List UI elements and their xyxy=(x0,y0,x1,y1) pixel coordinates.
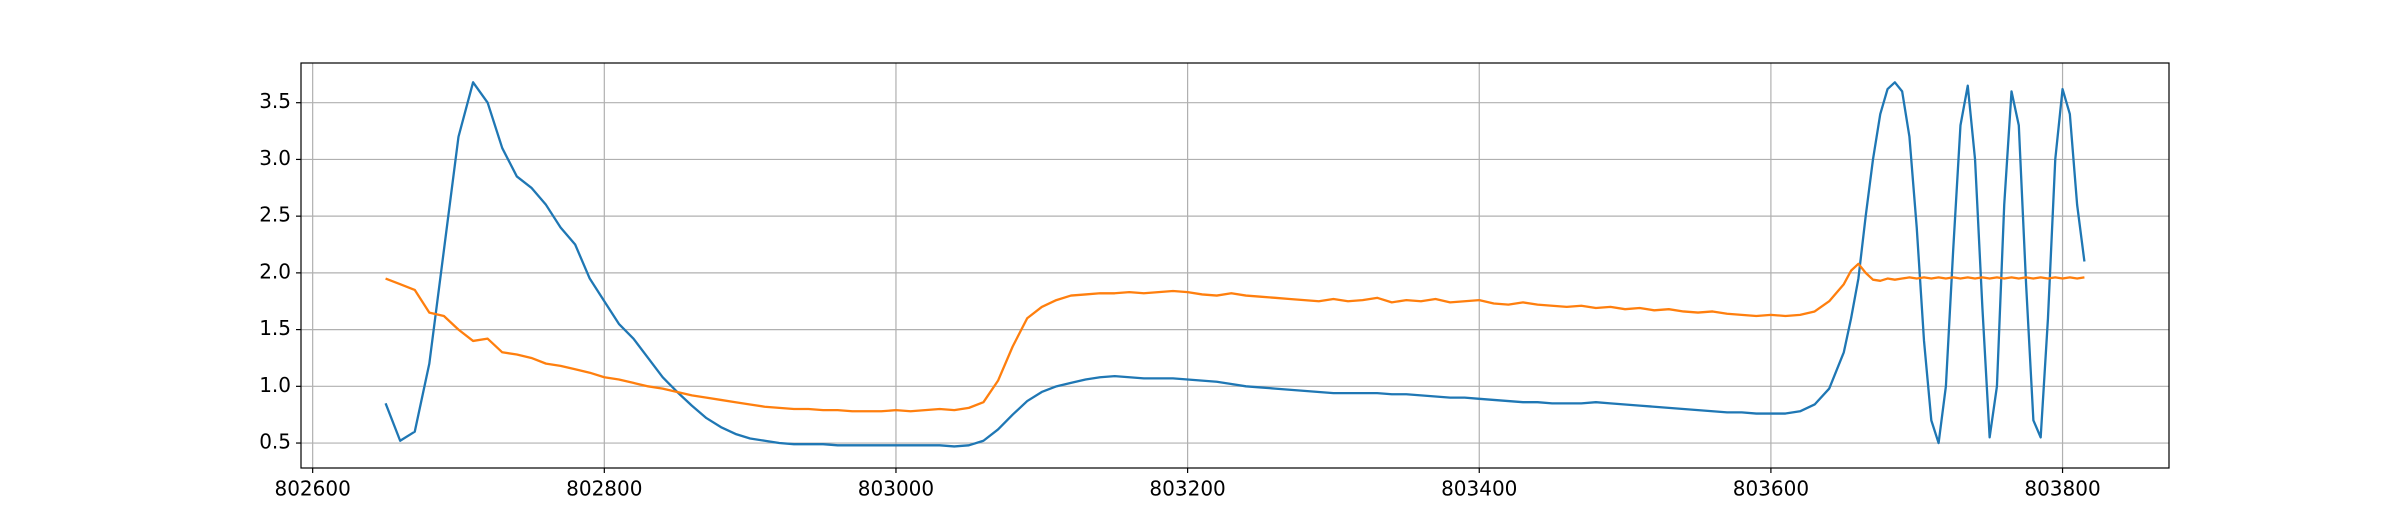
line-series xyxy=(384,81,2086,448)
x-tick-label: 803000 xyxy=(858,477,934,501)
x-tick-label: 803800 xyxy=(2024,477,2100,501)
x-tick-label: 803400 xyxy=(1441,477,1517,501)
x-tick-label: 802800 xyxy=(566,477,642,501)
plot-frame xyxy=(300,62,2170,469)
y-tick-label: 2.0 xyxy=(259,259,291,283)
x-tick-label: 803200 xyxy=(1149,477,1225,501)
y-tick-label: 3.5 xyxy=(259,89,291,113)
x-tick-label: 803600 xyxy=(1733,477,1809,501)
y-tick-label: 2.5 xyxy=(259,203,291,227)
y-tick-label: 0.5 xyxy=(259,430,291,454)
x-tick-label: 802600 xyxy=(274,477,350,501)
y-tick-label: 1.0 xyxy=(259,373,291,397)
y-tick-label: 3.0 xyxy=(259,146,291,170)
y-tick-label: 1.5 xyxy=(259,316,291,340)
line-series xyxy=(385,262,2085,413)
